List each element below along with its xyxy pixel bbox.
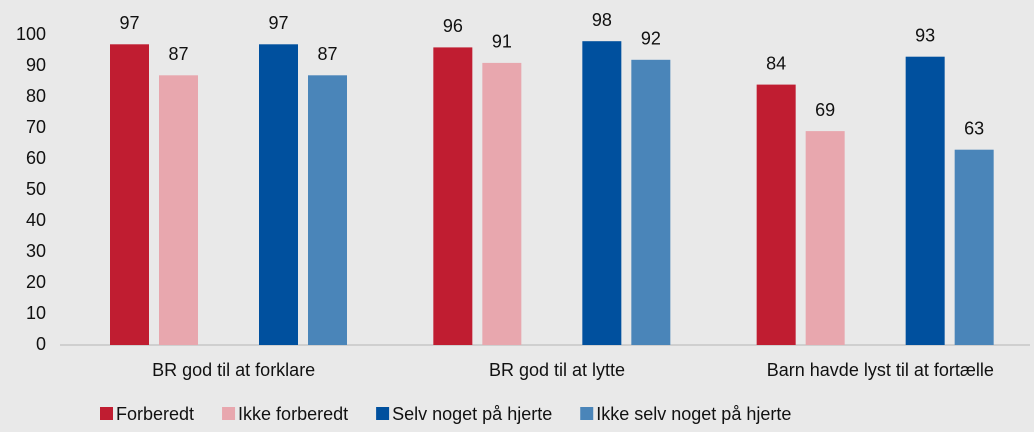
y-tick-label: 10	[26, 303, 46, 323]
x-tick-label: BR god til at lytte	[489, 360, 625, 380]
value-label: 96	[443, 16, 463, 36]
y-tick-label: 80	[26, 86, 46, 106]
bar	[433, 47, 473, 346]
legend-label: Forberedt	[116, 404, 194, 424]
value-label: 97	[119, 13, 139, 33]
y-tick-label: 40	[26, 210, 46, 230]
legend-label: Ikke forberedt	[238, 404, 348, 424]
y-tick-label: 0	[36, 334, 46, 354]
value-label: 93	[915, 25, 935, 45]
value-label: 69	[815, 100, 835, 120]
bar	[954, 149, 994, 345]
value-label: 98	[592, 10, 612, 30]
bar	[482, 62, 522, 346]
y-tick-label: 90	[26, 55, 46, 75]
y-tick-label: 70	[26, 117, 46, 137]
bar	[110, 44, 149, 346]
legend-swatch	[580, 407, 594, 420]
value-label: 84	[766, 53, 786, 73]
value-label: 92	[641, 29, 661, 49]
y-tick-label: 20	[26, 272, 46, 292]
x-tick-label: BR god til at forklare	[152, 360, 315, 380]
legend-swatch	[222, 407, 236, 420]
value-label: 87	[168, 44, 188, 64]
bar	[905, 56, 945, 345]
y-tick-label: 30	[26, 241, 46, 261]
legend-label: Ikke selv noget på hjerte	[596, 404, 791, 424]
value-label: 91	[492, 32, 512, 52]
bar	[805, 131, 845, 345]
bar	[756, 84, 796, 345]
legend-label: Selv noget på hjerte	[392, 404, 552, 424]
value-label: 87	[317, 44, 337, 64]
bar	[631, 59, 671, 346]
value-label: 63	[964, 118, 984, 138]
legend-swatch	[376, 407, 390, 420]
y-tick-label: 50	[26, 179, 46, 199]
bar	[159, 75, 198, 346]
bar	[259, 44, 298, 346]
x-tick-label: Barn havde lyst til at fortælle	[767, 360, 994, 380]
bar	[582, 41, 622, 345]
y-tick-label: 100	[16, 24, 46, 44]
bar	[308, 75, 347, 346]
legend-swatch	[100, 407, 113, 420]
value-label: 97	[268, 13, 288, 33]
y-tick-label: 60	[26, 148, 46, 168]
